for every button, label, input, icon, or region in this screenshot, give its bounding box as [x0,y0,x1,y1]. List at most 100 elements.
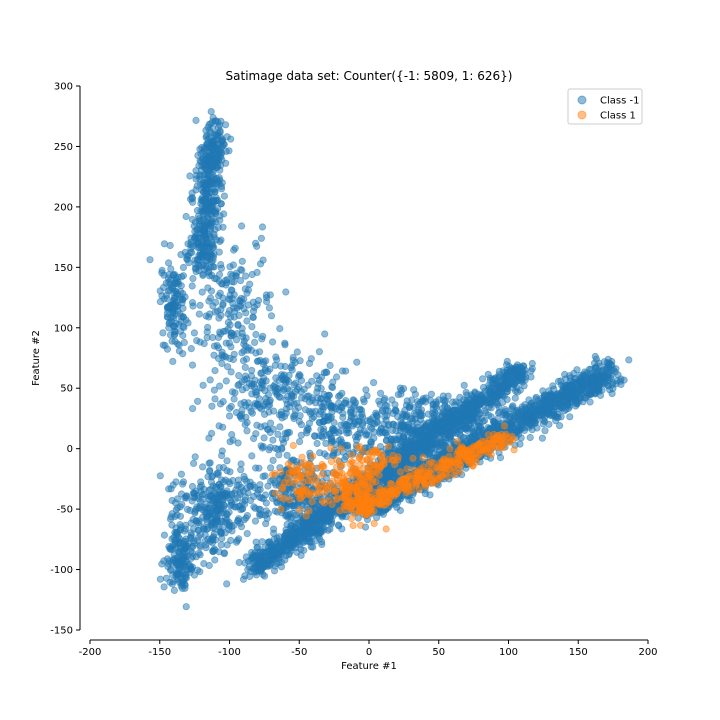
data-point [276,423,284,431]
data-point [296,357,304,365]
data-point [305,359,314,367]
data-point [309,543,317,551]
data-point [479,390,487,398]
data-point [215,422,223,430]
data-point [499,382,507,390]
data-point [269,436,277,444]
data-point [207,294,215,302]
data-point [489,392,497,400]
data-point [516,440,524,448]
data-point [511,394,519,402]
data-point [251,517,260,525]
data-point [219,223,227,231]
data-point [608,366,616,375]
data-point [205,495,213,503]
data-point [244,565,252,574]
data-point [187,344,195,353]
data-point [226,468,234,476]
data-point [268,338,277,346]
data-point [470,429,478,437]
data-point [276,324,284,333]
data-point [177,251,185,259]
data-point [223,541,231,549]
data-point [248,409,256,417]
data-point [259,495,267,503]
data-point [266,464,275,472]
data-point [171,558,180,566]
data-point [159,329,167,337]
data-point [160,531,168,539]
data-point [604,361,613,369]
data-point [146,256,154,264]
data-point [223,580,231,588]
data-point [156,298,164,306]
data-point [206,466,214,474]
data-point [289,353,297,361]
data-point [282,409,290,417]
data-point [190,329,198,337]
data-point [265,556,273,565]
data-point [202,181,210,189]
data-point [243,418,251,427]
data-point [214,123,222,132]
data-point [248,366,256,374]
data-point [236,276,245,285]
data-point [259,472,267,480]
data-point [532,412,540,421]
data-point [242,401,250,409]
scatter-points [146,108,633,611]
data-point [625,356,633,364]
data-point [503,387,511,396]
data-point [227,368,235,376]
data-point [468,414,476,423]
data-point [581,371,589,379]
data-point [248,452,256,460]
data-point [507,368,515,376]
data-point [195,310,203,318]
data-point [483,399,492,407]
data-point [260,434,268,442]
data-point [165,485,173,493]
data-point [522,417,530,425]
data-point [259,332,267,340]
data-point [220,192,228,200]
data-point [208,159,217,167]
data-point [275,559,283,567]
data-point [217,311,225,319]
data-point [184,240,192,248]
data-point [513,384,521,392]
data-point [228,430,236,439]
data-point [196,301,204,309]
data-point [238,222,246,230]
data-point [175,347,183,355]
data-point [256,552,264,560]
data-point [243,317,251,325]
data-point [186,172,194,180]
data-point [240,337,248,345]
data-point [316,534,324,543]
data-point [252,430,260,438]
data-point [479,417,487,425]
data-point [538,434,547,442]
data-point [258,444,266,452]
data-point [159,341,167,349]
data-point [275,393,283,401]
data-point [167,265,175,273]
data-point [230,278,238,286]
data-point [269,456,277,464]
data-point [219,327,228,336]
data-point [612,380,620,388]
data-point [478,375,487,383]
data-point [240,295,248,303]
data-point [235,558,243,567]
data-point [588,375,596,383]
data-point [288,361,296,370]
data-point [465,434,473,442]
data-point [563,400,572,408]
data-point [411,390,419,398]
data-point [247,496,255,505]
data-point [554,390,562,398]
data-point [190,489,198,497]
data-point [248,548,256,557]
data-point [297,421,305,429]
